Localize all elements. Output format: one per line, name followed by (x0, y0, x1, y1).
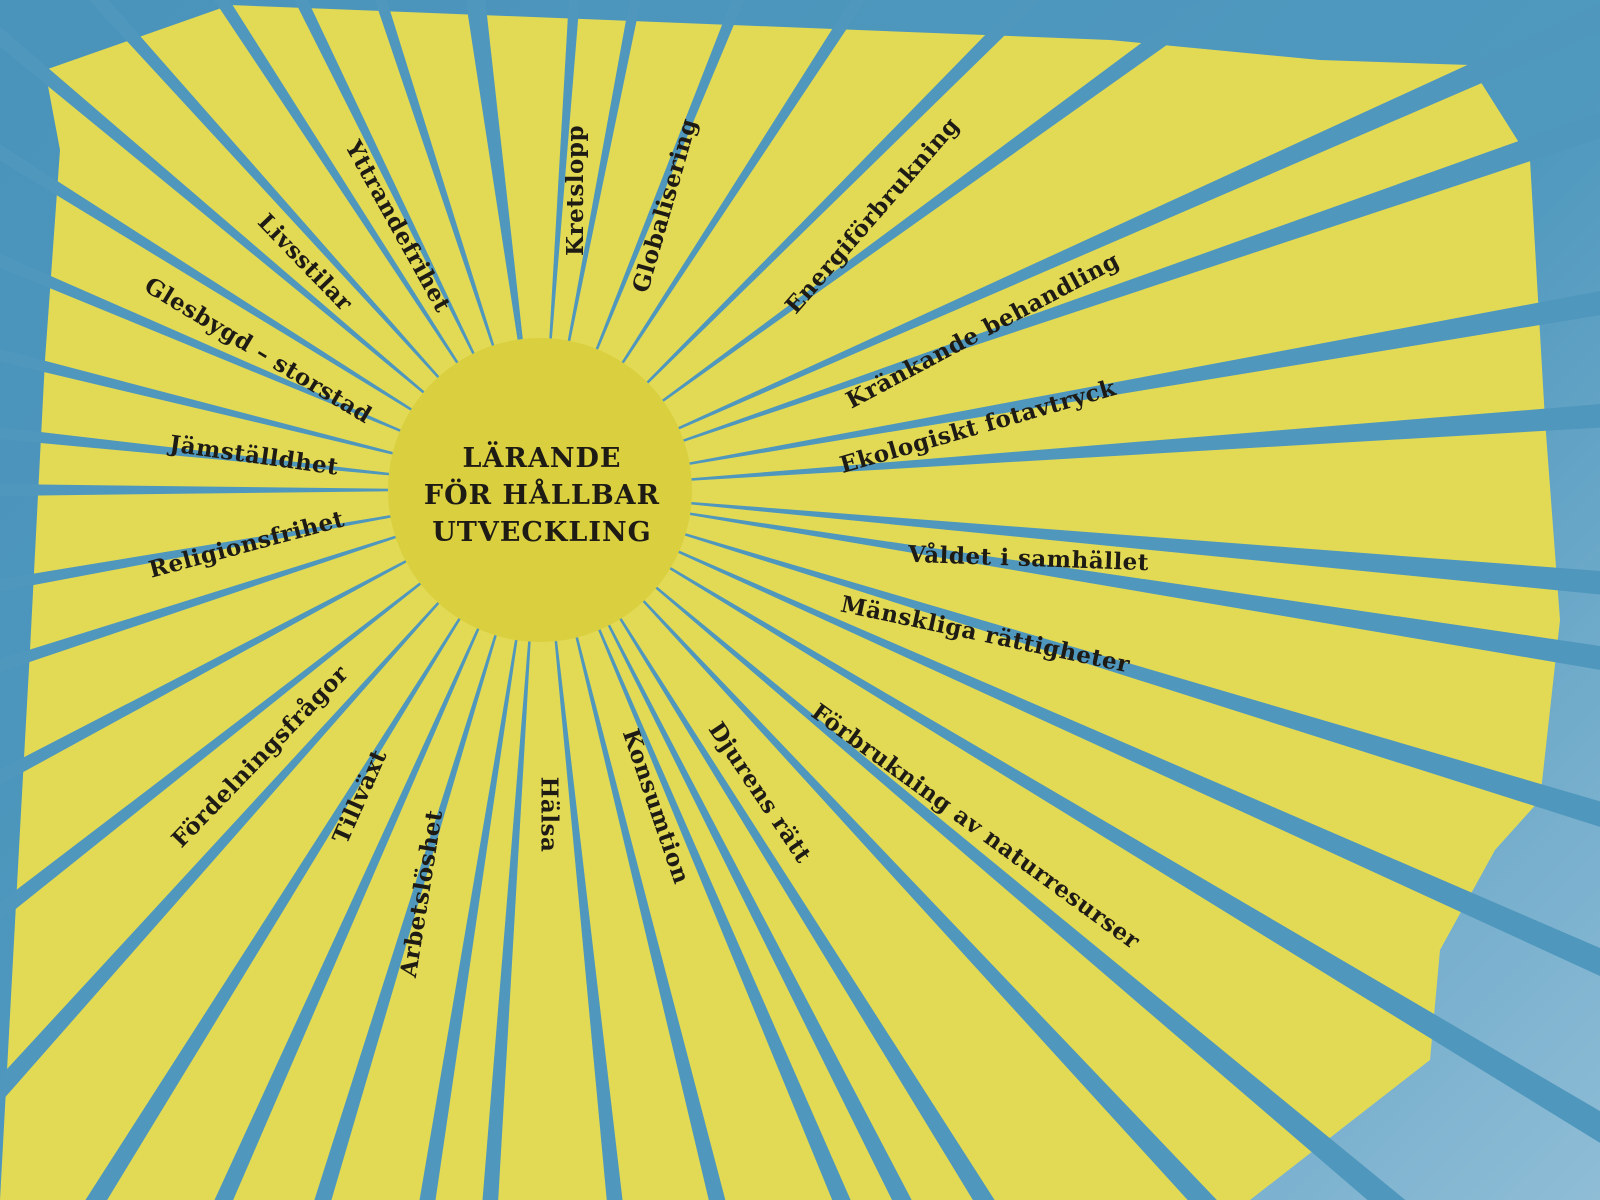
ray-gap (546, 549, 623, 1200)
ray-gap (563, 545, 851, 1200)
ray-gap (599, 499, 1600, 670)
sun-rays (0, 5, 1560, 1200)
ray-gap (0, 484, 481, 496)
center-title-line: LÄRANDE (462, 443, 622, 474)
ray-gap (588, 0, 1231, 455)
ray-gap (0, 427, 481, 484)
center-title-line: FÖR HÅLLBAR (423, 480, 661, 511)
topic-kretslopp: Kretslopp (561, 124, 589, 256)
ray-gap (314, 547, 523, 1200)
ray-gap (374, 0, 522, 433)
ray-gap (599, 291, 1600, 480)
ray-gap (599, 404, 1600, 487)
ray-gap (562, 0, 745, 435)
ray-gap (0, 253, 485, 467)
ray-gap (599, 495, 1600, 595)
ray-gap (567, 543, 912, 1200)
ray-gap (596, 111, 1600, 471)
ray-gap (594, 4, 1600, 466)
ray-gap (0, 534, 500, 1104)
ray-gap (572, 0, 866, 440)
ray-gap (0, 349, 482, 476)
ray-gap (582, 0, 1041, 448)
ray-gap (551, 0, 641, 432)
ray-gap (0, 26, 495, 452)
ray-gap (88, 0, 500, 446)
center-title: LÄRANDE FÖR HÅLLBAR UTVECKLING (392, 440, 692, 551)
ray-gap (591, 520, 1600, 1143)
ray-gap (571, 540, 995, 1200)
ray-gap (482, 549, 537, 1200)
topic-halsa: Hälsa (535, 776, 563, 852)
center-title-line: UTVECKLING (432, 517, 652, 548)
ray-gap (214, 0, 508, 440)
ray-gap (543, 0, 580, 431)
ray-gap (294, 0, 514, 437)
ray-gap (594, 514, 1600, 976)
ray-gap (0, 517, 488, 785)
ray-gap (580, 533, 1217, 1200)
ray-gap (597, 507, 1600, 827)
ray-gap (419, 549, 531, 1200)
ray-gap (465, 0, 532, 431)
center-circle (388, 338, 692, 642)
ray-gap (85, 540, 509, 1200)
ray-gap (0, 526, 493, 922)
ray-gap (0, 508, 483, 673)
ray-gap (214, 544, 516, 1200)
ray-gap (585, 528, 1406, 1200)
ray-gap (0, 144, 490, 459)
ray-gap (0, 500, 481, 592)
ray-gap (554, 548, 726, 1200)
